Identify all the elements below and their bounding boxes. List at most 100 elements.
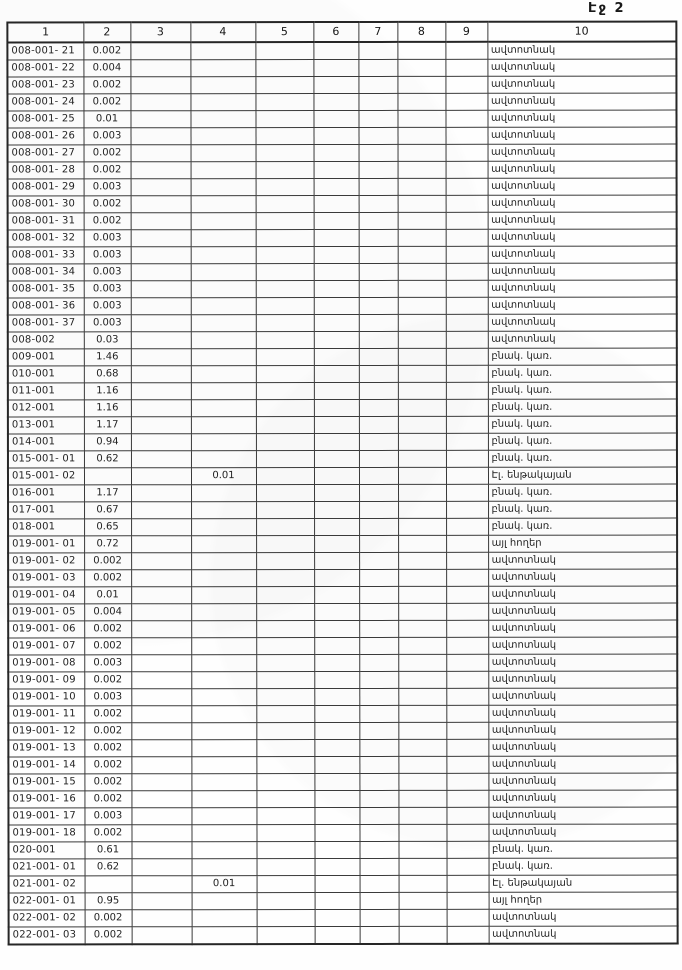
value-cell: 0.94 — [83, 433, 131, 451]
value-cell — [314, 518, 360, 536]
value-cell: 0.002 — [84, 909, 132, 927]
parcel-code-cell: 019-001- 02 — [8, 552, 85, 570]
land-use-cell: այլ հողեր — [488, 892, 678, 910]
value-cell — [313, 348, 359, 366]
value-cell — [131, 484, 192, 502]
value-cell — [358, 246, 398, 264]
value-cell — [255, 127, 314, 145]
value-cell — [130, 280, 191, 298]
value-cell — [313, 212, 359, 230]
value-cell — [256, 688, 315, 706]
page-number-label: Էջ 2 — [588, 1, 626, 16]
table-row: 008-001- 26 0.003 ավտոտնակ — [7, 127, 677, 145]
value-cell — [130, 314, 191, 332]
value-cell — [359, 637, 399, 655]
land-use-cell: ավտոտնակ — [487, 263, 677, 281]
parcel-code-cell: 019-001- 03 — [8, 569, 85, 587]
parcel-code-cell: 019-001- 18 — [8, 824, 85, 842]
value-cell: 0.002 — [84, 671, 132, 689]
value-cell — [398, 654, 447, 672]
value-cell — [313, 195, 359, 213]
parcel-code-cell: 022-001- 03 — [8, 926, 85, 945]
column-header-7: 7 — [358, 21, 398, 42]
value-cell — [256, 484, 315, 502]
value-cell — [313, 110, 359, 128]
value-cell — [445, 178, 488, 196]
value-cell — [445, 416, 488, 434]
value-cell — [398, 756, 447, 774]
value-cell — [313, 433, 359, 451]
value-cell — [255, 246, 314, 264]
land-use-cell: ավտոտնակ — [488, 824, 678, 842]
value-cell — [130, 161, 191, 179]
value-cell — [398, 705, 447, 723]
value-cell — [359, 739, 399, 757]
parcel-code-cell: 010-001 — [7, 365, 84, 383]
land-use-cell: Էլ. ենթակայան — [487, 467, 678, 485]
table-row: 008-001- 31 0.002 ավտոտնակ — [7, 212, 677, 230]
value-cell — [359, 841, 399, 859]
value-cell — [445, 399, 488, 417]
value-cell — [358, 212, 398, 230]
value-cell — [398, 773, 447, 791]
value-cell — [313, 297, 359, 315]
value-cell — [397, 450, 446, 468]
value-cell — [359, 552, 399, 570]
value-cell — [191, 535, 257, 553]
land-use-cell: ավտոտնակ — [488, 688, 678, 706]
value-cell — [313, 161, 359, 179]
value-cell — [131, 501, 192, 519]
value-cell — [445, 110, 488, 128]
table-row: 008-001- 28 0.002 ավտոտնակ — [7, 161, 677, 179]
parcel-code-cell: 021-001- 01 — [8, 858, 85, 876]
parcel-code-cell: 008-001- 25 — [7, 110, 84, 128]
value-cell — [358, 467, 399, 485]
parcel-code-cell: 020-001 — [8, 841, 85, 859]
value-cell — [313, 314, 359, 332]
value-cell — [256, 671, 315, 689]
land-use-cell: բնակ. կառ. — [487, 365, 677, 383]
parcel-code-cell: 019-001- 01 — [8, 535, 85, 553]
value-cell — [314, 773, 360, 791]
value-cell — [314, 858, 360, 876]
parcel-code-cell: 017-001 — [8, 501, 85, 519]
value-cell — [359, 909, 399, 927]
parcel-code-cell: 019-001- 11 — [8, 705, 85, 723]
value-cell — [190, 127, 256, 145]
value-cell — [313, 76, 359, 94]
land-use-cell: ավտոտնակ — [488, 620, 678, 638]
land-use-cell: ավտոտնակ — [488, 569, 678, 587]
table-row: 018-001 0.65 բնակ. կառ. — [8, 518, 678, 536]
value-cell — [131, 807, 192, 825]
value-cell — [191, 858, 257, 876]
table-row: 008-001- 32 0.003 ավտոտնակ — [7, 229, 677, 247]
value-cell — [397, 178, 446, 196]
value-cell — [359, 569, 399, 587]
value-cell — [130, 212, 191, 230]
value-cell — [446, 535, 489, 553]
value-cell — [130, 110, 191, 128]
value-cell — [256, 909, 315, 927]
value-cell — [358, 178, 398, 196]
value-cell: 0.002 — [83, 161, 131, 179]
parcel-code-cell: 012-001 — [7, 399, 84, 417]
table-row: 019-001- 03 0.002 ավտոտնակ — [8, 569, 678, 587]
parcel-code-cell: 013-001 — [7, 416, 84, 434]
table-row: 022-001- 03 0.002 ավտոտնակ — [8, 926, 678, 945]
value-cell — [130, 42, 191, 60]
parcel-code-cell: 015-001- 02 — [7, 467, 85, 485]
value-cell — [359, 586, 399, 604]
table-row: 019-001- 05 0.004 ավտոտնակ — [8, 603, 678, 621]
value-cell — [313, 331, 359, 349]
value-cell — [313, 450, 359, 468]
value-cell — [131, 790, 192, 808]
land-use-cell: ավտոտնակ — [488, 926, 678, 944]
value-cell — [359, 654, 399, 672]
value-cell — [314, 926, 360, 945]
value-cell — [446, 858, 489, 876]
value-cell: 0.68 — [83, 365, 131, 383]
value-cell: 0.003 — [84, 807, 132, 825]
value-cell — [398, 620, 447, 638]
value-cell — [191, 705, 257, 723]
land-use-cell: ավտոտնակ — [487, 59, 677, 77]
